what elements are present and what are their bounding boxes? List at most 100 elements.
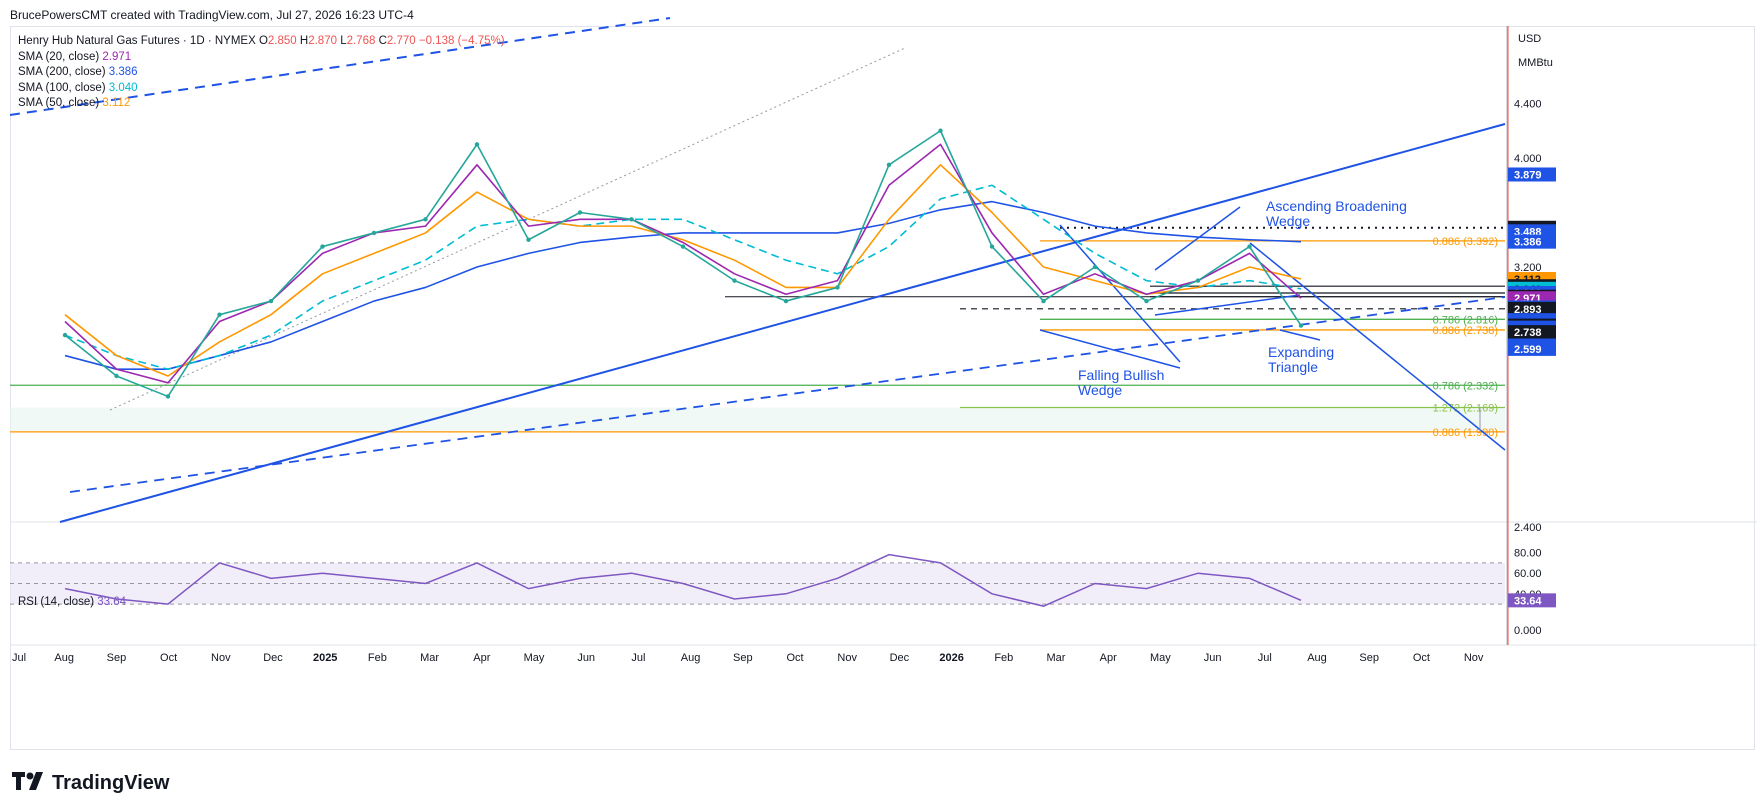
falling-wedge-upper [1059, 224, 1181, 363]
rsi-legend[interactable]: RSI (14, close) 33.64 [18, 596, 126, 608]
time-axis-tick: Feb [368, 652, 387, 664]
price-point [989, 244, 995, 249]
price-point [577, 210, 583, 215]
time-axis-tick: Jun [577, 652, 595, 664]
time-axis-tick: Dec [890, 652, 910, 664]
header-credit: BrucePowersCMT created with TradingView.… [10, 8, 414, 22]
rsi-badge-bg [1508, 593, 1556, 608]
tradingview-logo[interactable]: TradingView [12, 772, 169, 795]
price-badge-bg [1508, 234, 1556, 249]
rsi-axis-tick: 80.00 [1514, 548, 1542, 560]
time-axis-tick: Mar [1047, 652, 1066, 664]
price-point [474, 142, 480, 147]
price-point [629, 217, 634, 222]
time-axis-tick: Oct [786, 652, 803, 664]
ascending-broadening-wedge-label-line: Wedge [1266, 213, 1310, 229]
ohlc-high: 2.870 [308, 35, 337, 47]
time-axis-tick: Jul [12, 652, 26, 664]
series-line-sma-50-close- [64, 164, 1302, 377]
rsi-line [64, 553, 1302, 607]
price-point [1247, 244, 1252, 249]
legend-sma-100[interactable]: SMA (100, close) 3.040 [18, 81, 505, 97]
price-point [1195, 278, 1201, 283]
ohlc-close: 2.770 [386, 35, 416, 47]
time-axis-tick: Sep [107, 652, 127, 664]
price-point [114, 373, 119, 379]
legend-sma-20[interactable]: SMA (20, close) 2.971 [18, 50, 505, 66]
time-axis-tick: Nov [1464, 652, 1484, 664]
fib-level-label: 0.886 (3.392) [1433, 236, 1498, 248]
time-axis-tick: Feb [994, 652, 1013, 664]
sma-200-value: 3.386 [108, 66, 138, 78]
symbol-title[interactable]: Henry Hub Natural Gas Futures · 1D · NYM… [18, 35, 256, 47]
rsi-value: 33.64 [97, 596, 127, 608]
price-badge-bg [1508, 341, 1556, 356]
price-point [62, 332, 68, 338]
time-axis-tick: May [1150, 652, 1171, 664]
rsi-label: RSI (14, close) [18, 596, 95, 608]
expanding-triangle-label-line: Expanding [1268, 344, 1334, 360]
time-axis-tick: Nov [837, 652, 857, 664]
price-badge: 3.386 [1514, 237, 1542, 249]
rsi-axis-tick: 0.000 [1514, 625, 1542, 637]
time-axis-tick: Nov [211, 652, 231, 664]
price-point [1092, 264, 1098, 270]
expanding-triangle-lower [1279, 329, 1321, 341]
legend-symbol-row: Henry Hub Natural Gas Futures · 1D · NYM… [18, 34, 505, 50]
chart-frame [10, 26, 1755, 750]
price-point [268, 298, 274, 304]
price-point [217, 312, 222, 317]
time-axis-tick: Aug [1307, 652, 1327, 664]
time-axis-tick: 2026 [939, 652, 963, 664]
ohlc-open-label: O [258, 35, 268, 47]
tradingview-logo-text: TradingView [52, 772, 170, 794]
price-point [526, 237, 531, 242]
time-axis-tick: Sep [733, 652, 753, 664]
long-term-trendline [59, 123, 1506, 523]
time-axis-tick: May [524, 652, 545, 664]
time-axis-tick: Apr [1100, 652, 1117, 664]
ohlc-open: 2.850 [267, 35, 297, 47]
price-point [886, 162, 892, 168]
price-point [371, 230, 377, 236]
price-point [1041, 298, 1046, 304]
time-axis-tick: Aug [54, 652, 74, 664]
fib-level-label: 0.786 (2.332) [1433, 380, 1498, 392]
time-axis-tick: Aug [681, 652, 701, 664]
time-axis-tick: Dec [263, 652, 283, 664]
price-point [783, 298, 789, 304]
broadening-wedge-lower [1154, 294, 1301, 316]
legend-sma-200[interactable]: SMA (200, close) 3.386 [18, 65, 505, 81]
chart-canvas[interactable]: 0.886 (3.392) 0.786 (2.816)0.886 (2.738) 0… [0, 0, 1760, 760]
price-point [732, 278, 737, 283]
falling-bullish-wedge-label: Falling Bullish Wedge [1078, 367, 1164, 398]
fib-level-label: 1.272 (2.169) [1433, 402, 1498, 414]
legend-sma-50[interactable]: SMA (50, close) 3.112 [18, 96, 505, 112]
time-axis-tick: Jul [1258, 652, 1272, 664]
ohlc-close-label: C [378, 35, 387, 47]
price-axis-tick: 3.200 [1514, 262, 1542, 274]
fib-level-label: 0.786 (2.816) [1433, 314, 1498, 326]
upper-dashed-channel [9, 17, 671, 116]
sma-100-value: 3.040 [108, 81, 138, 94]
sma-50-value: 3.112 [102, 97, 131, 109]
price-axis-currency: USD [1518, 33, 1541, 45]
price-point [1298, 323, 1304, 328]
falling-bullish-wedge-label-line: Falling Bullish [1078, 367, 1164, 383]
price-badge: 2.599 [1514, 344, 1542, 356]
time-axis-tick: Apr [473, 652, 490, 664]
price-badge-bg [1508, 167, 1556, 182]
time-axis-tick: Jul [631, 652, 645, 664]
expanding-triangle-label-line: Triangle [1268, 359, 1318, 375]
price-axis-tick: 2.400 [1514, 522, 1542, 534]
time-axis-tick: Oct [160, 652, 177, 664]
time-axis-tick: Oct [1413, 652, 1430, 664]
sma-20-label: SMA (20, close) [18, 50, 100, 63]
price-point [423, 217, 428, 222]
lower-dashed-channel [69, 296, 1506, 493]
ascending-broadening-wedge-label-line: Ascending Broadening [1266, 198, 1407, 214]
time-axis-tick: 2025 [313, 652, 337, 664]
sma-200-label: SMA (200, close) [18, 66, 106, 78]
series-line-sma-100-close- [64, 184, 1302, 370]
chart-legend: Henry Hub Natural Gas Futures · 1D · NYM… [18, 34, 505, 112]
